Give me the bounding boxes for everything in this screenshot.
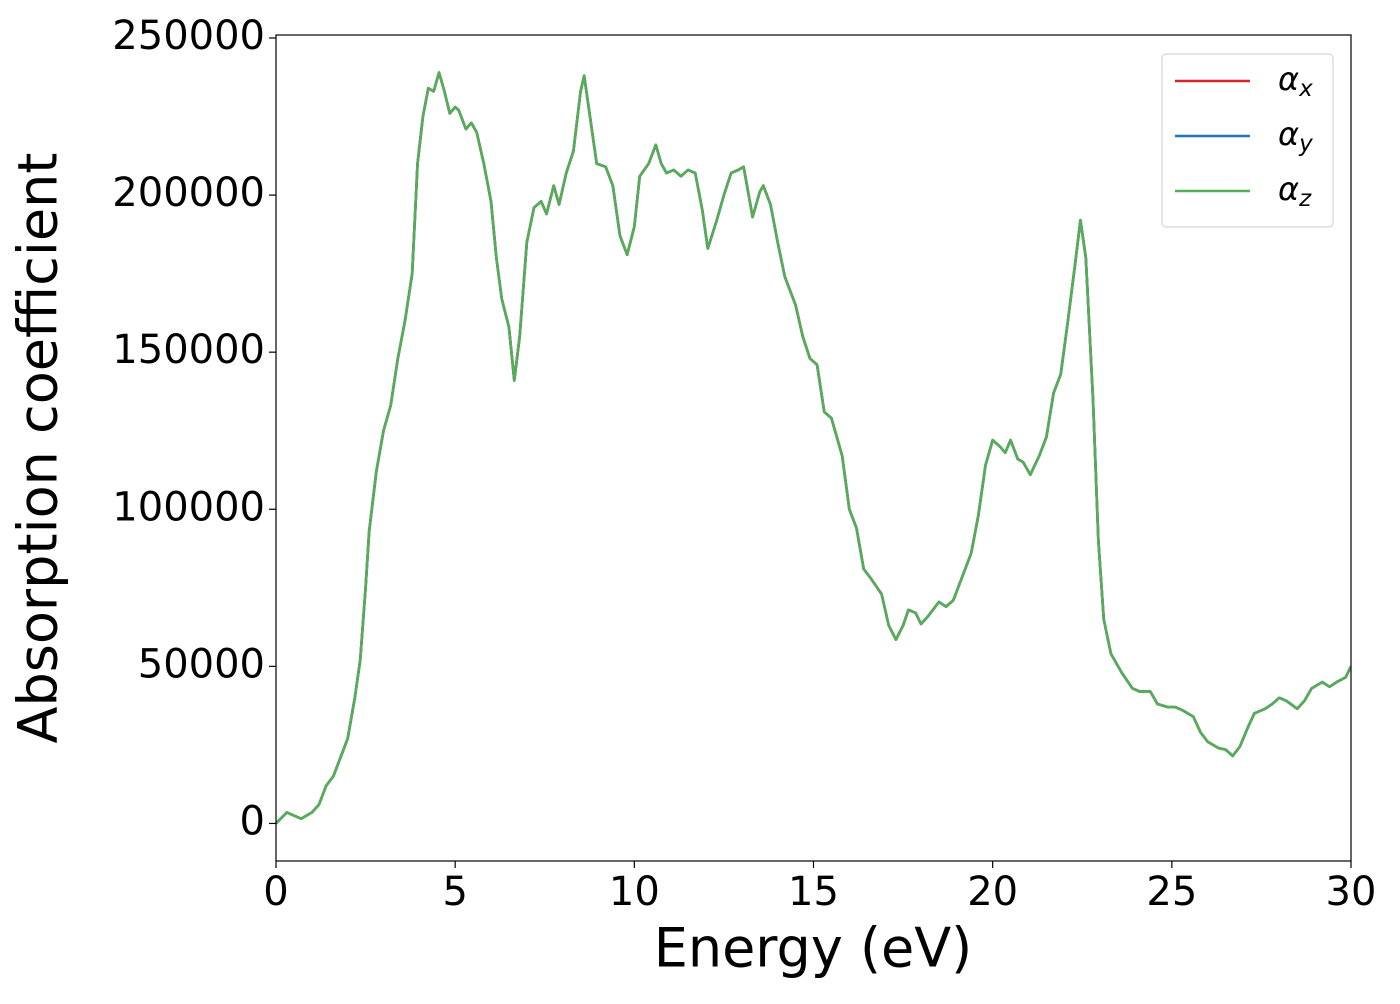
x-tick-label: 10 bbox=[609, 869, 660, 915]
legend-label: αy bbox=[1278, 115, 1313, 157]
y-tick-label: 100000 bbox=[112, 484, 265, 530]
legend-label: αz bbox=[1278, 170, 1312, 212]
y-tick-label: 200000 bbox=[112, 170, 265, 216]
x-tick-label: 0 bbox=[263, 869, 288, 915]
x-tick-label: 15 bbox=[788, 869, 839, 915]
y-tick-label: 0 bbox=[240, 798, 265, 844]
y-tick-label: 150000 bbox=[112, 327, 265, 373]
data-line bbox=[276, 71, 1351, 825]
y-tick-label: 250000 bbox=[112, 13, 265, 59]
y-axis-label: Absorption coefficient bbox=[7, 153, 70, 744]
x-tick-label: 20 bbox=[967, 869, 1018, 915]
legend-box bbox=[1161, 53, 1334, 228]
x-axis-label: Energy (eV) bbox=[654, 917, 973, 980]
x-tick-label: 30 bbox=[1326, 869, 1377, 915]
legend-label: αx bbox=[1278, 60, 1313, 102]
x-tick-label: 25 bbox=[1146, 869, 1197, 915]
x-tick-label: 5 bbox=[442, 869, 467, 915]
plot-frame bbox=[275, 34, 1352, 862]
y-tick-label: 50000 bbox=[138, 641, 265, 687]
